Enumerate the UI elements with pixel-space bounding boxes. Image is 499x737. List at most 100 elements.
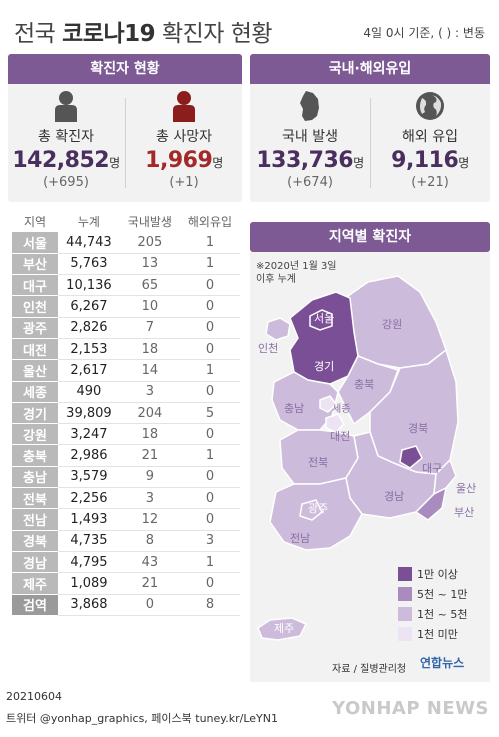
cell-overseas: 8 bbox=[179, 594, 240, 616]
cell-total: 3,579 bbox=[58, 466, 120, 489]
watermark: YONHAP NEWS bbox=[332, 698, 489, 719]
cell-domestic: 12 bbox=[119, 508, 180, 531]
cell-domestic: 18 bbox=[119, 338, 180, 361]
cell-region: 강원 bbox=[12, 423, 58, 446]
cell-domestic: 3 bbox=[119, 487, 180, 510]
region-daegu bbox=[399, 445, 423, 469]
table-row: 인천 6,267 10 0 bbox=[12, 295, 240, 318]
cell-overseas: 0 bbox=[179, 466, 240, 489]
regional-table: 지역 누계 국내발생 해외유입 서울 44,743 205 1 부산 5,763 13 1 대구… bbox=[12, 210, 240, 616]
cell-region: 대구 bbox=[12, 274, 58, 297]
cell-region: 전북 bbox=[12, 487, 58, 510]
cell-overseas: 3 bbox=[179, 530, 240, 552]
person-icon bbox=[126, 90, 242, 124]
map-label: 대전 bbox=[330, 430, 350, 443]
table-header: 지역 누계 국내발생 해외유입 bbox=[23, 214, 233, 229]
map-label: 부산 bbox=[454, 506, 474, 519]
cell-region: 서울 bbox=[12, 232, 58, 254]
korea-map: ※2020년 1월 3일 이후 누계 bbox=[250, 252, 490, 682]
table-row: 제주 1,089 21 0 bbox=[12, 572, 240, 595]
map-label: 대구 bbox=[422, 462, 442, 475]
map-label: 광주 bbox=[308, 502, 328, 515]
cell-overseas: 1 bbox=[179, 551, 240, 574]
map-label: 서울 bbox=[314, 312, 334, 325]
yonhap-logo: 연합뉴스 bbox=[420, 656, 465, 670]
cell-region: 전남 bbox=[12, 508, 58, 531]
legend-item: 1천 ~ 5천 bbox=[398, 604, 467, 624]
cell-domestic: 7 bbox=[119, 317, 180, 339]
cell-overseas: 0 bbox=[179, 508, 240, 531]
map-label: 전북 bbox=[308, 456, 328, 469]
date-stamp: 20210604 bbox=[6, 690, 62, 703]
cell-domestic: 14 bbox=[119, 359, 180, 382]
person-icon bbox=[8, 90, 124, 124]
table-row: 광주 2,826 7 0 bbox=[12, 317, 240, 339]
region-busan bbox=[414, 486, 448, 521]
source-note: 자료 / 질병관리청 bbox=[332, 664, 407, 675]
table-row: 부산 5,763 13 1 bbox=[12, 253, 240, 276]
table-row: 검역 3,868 0 8 bbox=[12, 594, 240, 616]
legend-item: 5천 ~ 1만 bbox=[398, 584, 467, 604]
cell-domestic: 43 bbox=[119, 551, 180, 574]
cell-total: 5,763 bbox=[58, 253, 120, 276]
cell-region: 광주 bbox=[12, 317, 58, 339]
cell-region: 충북 bbox=[12, 444, 58, 467]
cell-region: 충남 bbox=[12, 466, 58, 489]
cell-total: 2,986 bbox=[58, 444, 120, 467]
cell-overseas: 1 bbox=[179, 232, 240, 254]
cell-total: 10,136 bbox=[58, 274, 120, 297]
map-label: 울산 bbox=[456, 482, 476, 495]
korea-map-icon bbox=[250, 90, 370, 124]
cell-domestic: 3 bbox=[119, 381, 180, 403]
region-daejeon bbox=[325, 413, 345, 433]
inflow-panel: 국내 발생 133,736명 (+674) 해외 유입 9,116명 (+21) bbox=[250, 84, 490, 202]
cell-domestic: 9 bbox=[119, 466, 180, 489]
map-label: 강원 bbox=[382, 318, 402, 331]
cell-overseas: 0 bbox=[179, 274, 240, 297]
cell-overseas: 1 bbox=[179, 253, 240, 276]
table-row: 충북 2,986 21 1 bbox=[12, 444, 240, 467]
cell-region: 제주 bbox=[12, 572, 58, 595]
cell-total: 44,743 bbox=[58, 232, 120, 254]
cell-total: 2,826 bbox=[58, 317, 120, 339]
table-row: 경남 4,795 43 1 bbox=[12, 551, 240, 574]
legend-item: 1만 이상 bbox=[398, 564, 467, 584]
cell-total: 1,493 bbox=[58, 508, 120, 531]
overseas-stat: 해외 유입 9,116명 (+21) bbox=[371, 84, 489, 190]
map-title: 지역별 확진자 bbox=[250, 222, 490, 252]
divider bbox=[370, 98, 371, 188]
table-row: 서울 44,743 205 1 bbox=[12, 232, 240, 254]
table-row: 전남 1,493 12 0 bbox=[12, 508, 240, 531]
inflow-panel-title: 국내·해외유입 bbox=[250, 54, 490, 84]
cell-overseas: 1 bbox=[179, 359, 240, 382]
cell-domestic: 21 bbox=[119, 572, 180, 595]
cell-overseas: 0 bbox=[179, 487, 240, 510]
cell-overseas: 5 bbox=[179, 402, 240, 425]
cell-domestic: 18 bbox=[119, 423, 180, 446]
table-row: 대전 2,153 18 0 bbox=[12, 338, 240, 361]
cell-region: 경기 bbox=[12, 402, 58, 425]
cell-total: 2,617 bbox=[58, 359, 120, 382]
cell-total: 39,809 bbox=[58, 402, 120, 425]
cell-total: 1,089 bbox=[58, 572, 120, 595]
confirmed-panel-title: 확진자 현황 bbox=[8, 54, 242, 84]
legend-item: 1천 미만 bbox=[398, 624, 467, 644]
cell-region: 울산 bbox=[12, 359, 58, 382]
table-row: 강원 3,247 18 0 bbox=[12, 423, 240, 446]
cell-total: 3,247 bbox=[58, 423, 120, 446]
cell-region: 경남 bbox=[12, 551, 58, 574]
cell-region: 인천 bbox=[12, 295, 58, 318]
map-label: 경남 bbox=[384, 490, 404, 503]
table-row: 경기 39,809 204 5 bbox=[12, 402, 240, 425]
total-deaths-stat: 총 사망자 1,969명 (+1) bbox=[126, 84, 242, 190]
region-ulsan bbox=[433, 458, 457, 496]
cell-domestic: 65 bbox=[119, 274, 180, 297]
cell-domestic: 205 bbox=[119, 232, 180, 254]
map-label: 전남 bbox=[290, 532, 310, 545]
table-row: 경북 4,735 8 3 bbox=[12, 530, 240, 552]
region-incheon bbox=[265, 317, 291, 341]
map-note: ※2020년 1월 3일 이후 누계 bbox=[256, 261, 337, 285]
confirmed-panel: 총 확진자 142,852명 (+695) 총 사망자 1,969명 (+1) bbox=[8, 84, 242, 202]
region-seoul bbox=[309, 309, 333, 331]
cell-overseas: 0 bbox=[179, 338, 240, 361]
